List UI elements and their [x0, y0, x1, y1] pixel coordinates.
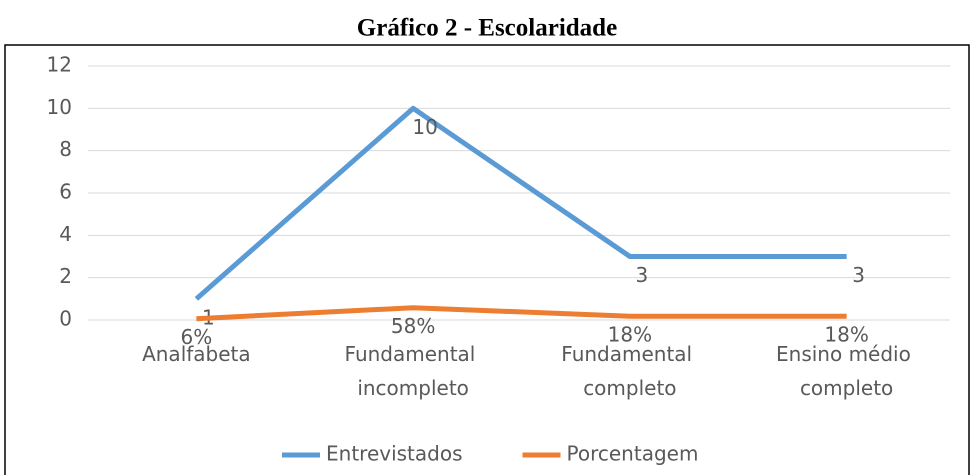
series-line — [194, 105, 847, 301]
x-tick-label: Analfabeta — [142, 342, 251, 366]
data-label: 6% — [181, 325, 213, 349]
y-tick-label: 8 — [59, 137, 72, 161]
data-label: 18% — [608, 323, 652, 347]
data-label: 3 — [636, 263, 649, 287]
data-label: 18% — [824, 323, 868, 347]
x-tick-label: Fundamental incompleto — [345, 342, 482, 400]
series-line — [196, 305, 847, 322]
y-tick-label: 2 — [59, 264, 72, 288]
legend-label: Porcentagem — [567, 442, 699, 466]
x-tick-label: Fundamental completo — [561, 342, 698, 400]
y-tick-label: 4 — [59, 222, 72, 246]
data-label: 10 — [412, 115, 437, 139]
y-tick-label: 12 — [47, 53, 72, 77]
chart-title: Gráfico 2 - Escolaridade — [357, 15, 617, 42]
legend-label: Entrevistados — [326, 442, 463, 466]
data-label: 58% — [391, 314, 435, 338]
chart-frame — [4, 44, 970, 475]
x-tick-label: Ensino médio completo — [776, 342, 917, 400]
data-label: 3 — [852, 263, 865, 287]
y-tick-label: 0 — [59, 307, 72, 331]
y-tick-label: 10 — [47, 95, 72, 119]
y-tick-label: 6 — [59, 180, 72, 204]
